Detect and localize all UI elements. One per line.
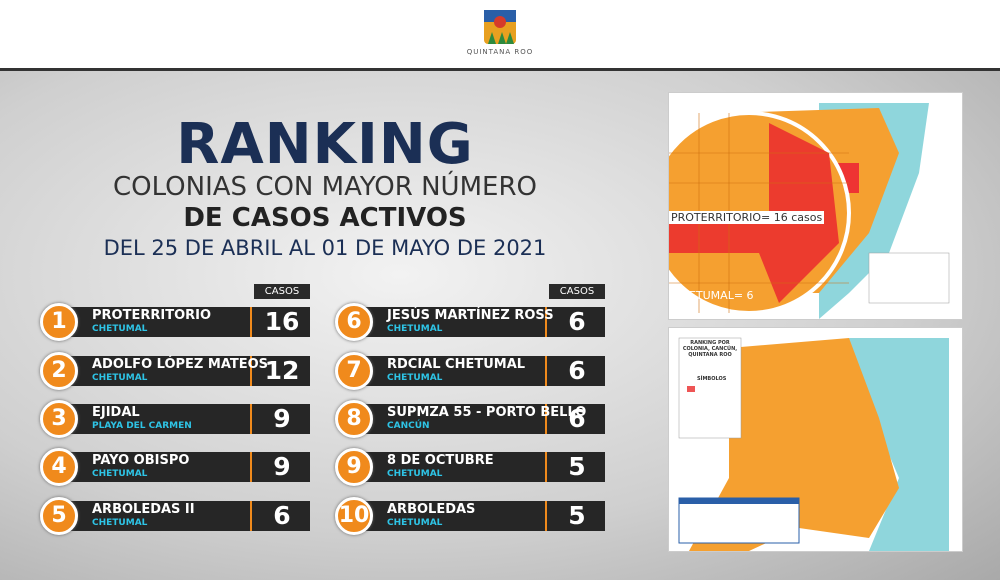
row-cases: 5: [568, 501, 586, 530]
row-separator: [545, 356, 547, 386]
row-bar: [70, 307, 310, 337]
row-city: CHETUMAL: [387, 469, 443, 479]
row-city: CHETUMAL: [387, 518, 443, 528]
row-city: CHETUMAL: [387, 324, 443, 334]
row-separator: [250, 356, 252, 386]
map-chetumal: PROTERRITORIO= 16 casos CHETUMAL= 6: [668, 92, 963, 320]
row-separator: [250, 501, 252, 531]
logo: [484, 10, 516, 44]
map-callout: CHETUMAL= 6: [673, 289, 754, 302]
map-drawing: [669, 93, 962, 319]
subtitle: DE CASOS ACTIVOS: [183, 203, 467, 233]
date-range: DEL 25 DE ABRIL AL 01 DE MAYO DE 2021: [103, 236, 547, 260]
row-city: CHETUMAL: [92, 469, 148, 479]
cases-header: CASOS: [254, 284, 310, 299]
row-cases: 12: [264, 356, 300, 385]
title: RANKING: [176, 112, 474, 177]
row-cases: 9: [273, 452, 291, 481]
row-cases: 16: [264, 307, 300, 336]
row-city: CANCÚN: [387, 421, 430, 431]
rank-badge: 6: [335, 303, 373, 341]
rank-badge: 1: [40, 303, 78, 341]
row-name: ADOLFO LÓPEZ MATEOS: [92, 357, 269, 372]
row-bar: [365, 356, 605, 386]
row-city: CHETUMAL: [92, 373, 148, 383]
rank-badge: 5: [40, 497, 78, 535]
row-separator: [545, 404, 547, 434]
row-cases: 6: [568, 356, 586, 385]
row-city: CHETUMAL: [92, 324, 148, 334]
rank-badge: 8: [335, 400, 373, 438]
cases-header: CASOS: [549, 284, 605, 299]
row-cases: 6: [568, 404, 586, 433]
row-separator: [250, 307, 252, 337]
rank-badge: 10: [335, 497, 373, 535]
row-cases: 5: [568, 452, 586, 481]
row-name: PAYO OBISPO: [92, 453, 190, 468]
row-bar: [365, 307, 605, 337]
row-separator: [250, 404, 252, 434]
row-cases: 9: [273, 404, 291, 433]
rank-badge: 7: [335, 352, 373, 390]
row-bar: [365, 501, 605, 531]
row-city: PLAYA DEL CARMEN: [92, 421, 192, 431]
map-callout: PROTERRITORIO= 16 casos: [669, 211, 825, 224]
row-bar: [365, 452, 605, 482]
rank-badge: 2: [40, 352, 78, 390]
row-bar: [365, 404, 605, 434]
row-name: SUPMZA 55 - PORTO BELLO: [387, 405, 587, 420]
row-name: 8 DE OCTUBRE: [387, 453, 494, 468]
row-separator: [545, 501, 547, 531]
subtitle: COLONIAS CON MAYOR NÚMERO: [113, 172, 537, 202]
row-name: EJIDAL: [92, 405, 140, 420]
row-cases: 6: [568, 307, 586, 336]
row-bar: [70, 501, 310, 531]
row-name: RDCIAL CHETUMAL: [387, 357, 526, 372]
row-name: JESÚS MARTÍNEZ ROSS: [387, 308, 554, 323]
rank-badge: 3: [40, 400, 78, 438]
rank-badge: 4: [40, 448, 78, 486]
map-drawing: [669, 328, 962, 551]
row-city: CHETUMAL: [387, 373, 443, 383]
row-name: PROTERRITORIO: [92, 308, 212, 323]
row-bar: [70, 404, 310, 434]
row-separator: [545, 307, 547, 337]
row-cases: 6: [273, 501, 291, 530]
rank-badge: 9: [335, 448, 373, 486]
row-bar: [70, 452, 310, 482]
row-city: CHETUMAL: [92, 518, 148, 528]
row-name: ARBOLEDAS II: [92, 502, 195, 517]
map-cancun: RANKING POR COLONIA, CANCÚN, QUINTANA RO…: [668, 327, 963, 552]
row-separator: [250, 452, 252, 482]
map-legend: SÍMBOLOS: [697, 376, 727, 382]
row-name: ARBOLEDAS: [387, 502, 476, 517]
map-title: RANKING POR COLONIA, CANCÚN, QUINTANA RO…: [682, 340, 738, 358]
row-separator: [545, 452, 547, 482]
logo-text: QUINTANA ROO: [466, 48, 534, 56]
header: QUINTANA ROO: [0, 0, 1000, 71]
row-bar: [70, 356, 310, 386]
